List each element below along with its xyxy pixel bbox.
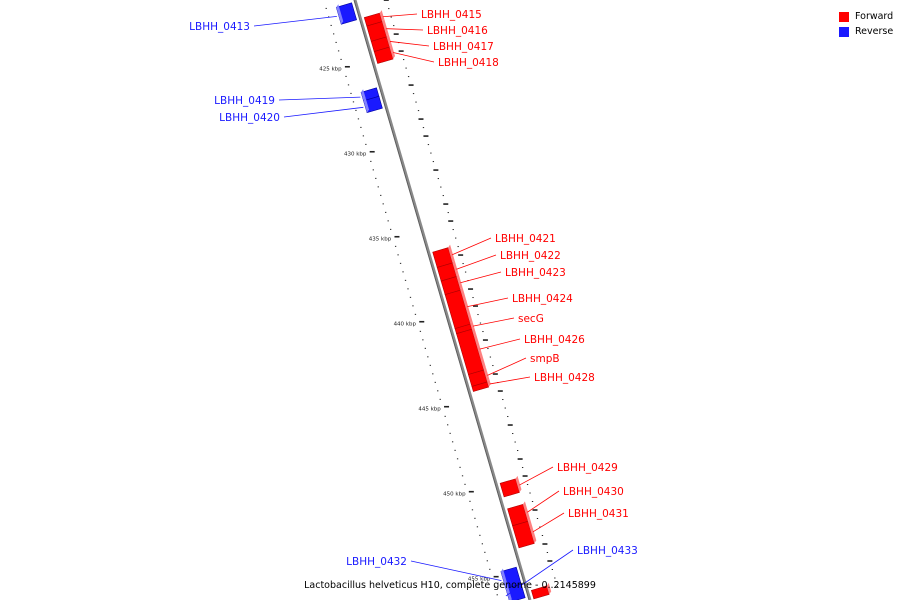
gene-LBHH_0413[interactable] (335, 2, 357, 25)
tick-label: 435 kbp (369, 236, 392, 242)
gene-label: LBHH_0429 (557, 462, 618, 474)
legend-label-reverse: Reverse (855, 26, 894, 37)
gene-label: LBHH_0419 (214, 95, 275, 107)
gene-partial[interactable] (530, 582, 552, 600)
tick-label: 455 kbp (468, 576, 491, 582)
gene-bevel (500, 568, 508, 589)
gene-bevel (527, 518, 537, 544)
gene-bevel (505, 585, 512, 600)
tick-label: 445 kbp (418, 406, 441, 412)
backbone-edge (353, 0, 530, 600)
label-leader (456, 254, 497, 270)
gene-bevel (386, 33, 392, 48)
gene-label: LBHH_0424 (512, 293, 573, 305)
gene-label: LBHH_0416 (427, 25, 488, 37)
label-leader (489, 376, 531, 385)
gene-label: smpB (530, 353, 560, 365)
gene-bevel (452, 259, 459, 277)
label-leader (393, 52, 435, 63)
backbone-line (353, 0, 532, 600)
label-leader (479, 338, 521, 350)
genome-backbone (353, 0, 532, 600)
label-leader (487, 357, 527, 376)
label-leader (410, 560, 502, 582)
label-leader (253, 15, 337, 27)
gene-label: secG (518, 313, 544, 325)
label-leader (460, 271, 502, 284)
gene-bevel (456, 273, 463, 291)
forward-swatch (839, 11, 849, 22)
gene-LBHH_0417[interactable] (370, 33, 392, 52)
gene-label: LBHH_0420 (219, 112, 280, 124)
gene-LBHH_0433[interactable] (505, 583, 526, 600)
gene-LBHH_0431[interactable] (512, 518, 537, 549)
gene-bevel (382, 18, 389, 37)
gene-label: LBHH_0430 (563, 486, 624, 498)
gene-label: LBHH_0413 (189, 21, 250, 33)
label-leader (452, 237, 492, 256)
gene-bevel (361, 89, 366, 101)
label-leader (386, 28, 424, 31)
gene-LBHH_0418[interactable] (373, 44, 396, 64)
gene-LBHH_0432[interactable] (500, 566, 522, 589)
label-leader (382, 13, 418, 18)
label-leader (527, 490, 560, 513)
gene-bevel (363, 97, 370, 113)
gene-bevel (546, 582, 552, 595)
gene-bevel (483, 367, 490, 382)
gene-LBHH_0416[interactable] (366, 18, 389, 42)
tick-label: 425 kbp (319, 66, 342, 72)
label-leader (505, 549, 574, 597)
gene-LBHH_0428[interactable] (471, 378, 491, 392)
gene-label: LBHH_0421 (495, 233, 556, 245)
label-leader (283, 106, 364, 118)
gene-label: LBHH_0418 (438, 57, 499, 69)
gene-label: LBHH_0431 (568, 508, 629, 520)
gene-label: LBHH_0432 (346, 556, 407, 568)
genome-caption: Lactobacillus helveticus H10, complete g… (304, 580, 596, 591)
gene-bevel (471, 326, 486, 371)
tick-label: 450 kbp (443, 491, 466, 497)
gene-label: LBHH_0423 (505, 267, 566, 279)
legend-item-forward: Forward (839, 9, 893, 24)
gene-label: LBHH_0415 (421, 9, 482, 21)
gene-label: LBHH_0422 (500, 250, 561, 262)
gene-bevel (448, 244, 455, 263)
scale-ticks: 425 kbp 430 kbp 435 kbp 440 kbp 445 kbp 450 k… (319, 0, 558, 596)
label-leader (519, 466, 554, 486)
label-leader (278, 96, 361, 101)
gene-bevel (522, 501, 530, 522)
gene-bevel (515, 475, 522, 493)
gene-LBHH_0420[interactable] (363, 95, 383, 114)
label-leader (532, 512, 565, 533)
tick-label: 440 kbp (394, 321, 417, 327)
reverse-swatch (839, 26, 849, 37)
gene-bevel (470, 321, 474, 330)
legend-item-reverse: Reverse (839, 24, 893, 39)
gene-LBHH_0429[interactable] (499, 475, 522, 498)
gene-bevel (389, 44, 396, 59)
gene-label: LBHH_0417 (433, 41, 494, 53)
tick-label: 430 kbp (344, 151, 367, 157)
legend-label-forward: Forward (855, 11, 894, 22)
gene-bevel (487, 378, 491, 388)
label-leader (467, 297, 509, 307)
label-leader (472, 317, 515, 327)
gene-labels: LBHH_0413 LBHH_0415 LBHH_0416 LBHH_0417 LBHH… (189, 9, 638, 597)
strand-legend: Forward Reverse (839, 9, 893, 39)
gene-label: LBHH_0428 (534, 372, 595, 384)
label-leader (389, 41, 430, 47)
gene-bevel (379, 10, 385, 22)
gene-bevel (460, 287, 473, 325)
gene-bevel (336, 4, 344, 25)
gene-LBHH_0430[interactable] (507, 501, 530, 527)
gene-label: LBHH_0433 (577, 545, 638, 557)
gene-features (335, 2, 552, 600)
gene-label: LBHH_0426 (524, 334, 585, 346)
